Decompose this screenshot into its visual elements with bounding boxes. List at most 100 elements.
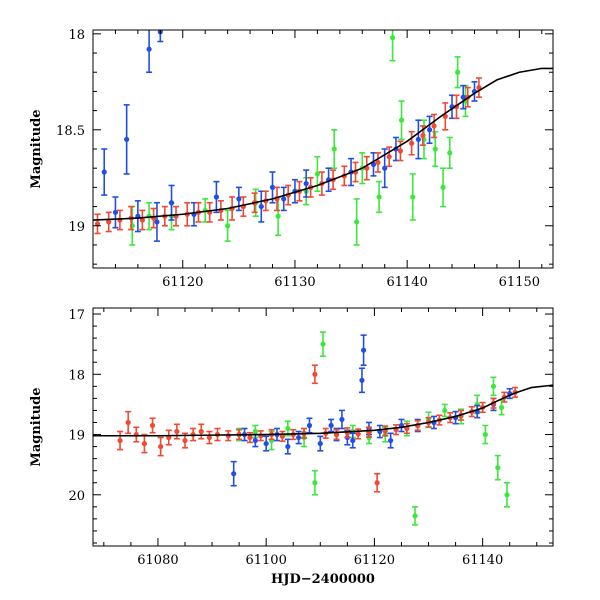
top-x-tick-label: 61130: [274, 275, 315, 290]
top-green-datapoint: [224, 209, 231, 242]
bottom-blue-datapoint: [474, 404, 481, 419]
top-green-datapoint: [275, 196, 282, 237]
top-blue-datapoint: [269, 171, 276, 204]
top-red-datapoint: [374, 152, 381, 173]
bottom-red-datapoint: [125, 410, 132, 435]
top-red-datapoint: [386, 146, 393, 168]
top-green-datapoint: [446, 136, 453, 169]
bottom-red-datapoint: [198, 423, 205, 440]
bottom-blue-datapoint: [358, 367, 365, 394]
bottom-blue-datapoint: [306, 417, 313, 434]
bottom-red-datapoint: [355, 428, 362, 440]
top-blue-datapoint: [460, 84, 467, 110]
bottom-y-tick-label: 17: [68, 308, 85, 323]
top-green-datapoint: [353, 198, 360, 246]
bottom-red-datapoint: [403, 422, 410, 435]
top-blue-datapoint: [123, 104, 130, 175]
top-green-datapoint: [389, 30, 396, 62]
bottom-green-datapoint: [490, 376, 497, 397]
bottom-red-datapoint: [165, 429, 172, 446]
top-model-curve: [93, 67, 553, 221]
bottom-red-datapoint: [311, 364, 318, 385]
top-green-datapoint: [440, 167, 447, 208]
top-y-tick-label: 19: [68, 220, 85, 235]
bottom-green-datapoint: [412, 506, 418, 526]
bottom-green-datapoint: [441, 403, 448, 418]
top-blue-datapoint: [112, 196, 119, 229]
bottom-blue-datapoint: [360, 334, 367, 367]
bottom-x-tick-label: 61080: [137, 553, 178, 568]
top-y-tick-label: 18.5: [56, 124, 85, 139]
top-red-datapoint: [150, 207, 157, 229]
top-blue-datapoint: [471, 81, 478, 102]
bottom-red-datapoint: [149, 417, 156, 434]
top-x-tick-label: 61150: [499, 275, 540, 290]
bottom-green-datapoint: [320, 331, 326, 358]
top-red-datapoint: [105, 211, 112, 233]
bottom-y-axis-label: Magnitude: [29, 387, 44, 466]
top-frame: [92, 29, 554, 269]
top-blue-datapoint: [153, 201, 160, 242]
bottom-red-datapoint: [117, 430, 124, 451]
bottom-green-datapoint: [504, 481, 510, 508]
bottom-green-datapoint: [311, 469, 318, 496]
top-red-datapoint: [173, 205, 180, 227]
bottom-plot-area: [93, 331, 553, 526]
x-axis-label: HJD−2400000: [271, 572, 375, 587]
top-red-datapoint: [206, 201, 213, 223]
bottom-blue-datapoint: [506, 387, 513, 400]
top-y-axis-label: Magnitude: [29, 109, 44, 188]
bottom-panel: 61080 61100 61120 61140 17 18 19 20 Magnitude H…: [29, 307, 554, 587]
bottom-red-datapoint: [206, 430, 213, 445]
bottom-x-tick-label: 61100: [245, 553, 286, 568]
top-red-datapoint: [475, 77, 482, 98]
bottom-blue-datapoint: [349, 432, 356, 449]
bottom-red-datapoint: [279, 430, 286, 442]
top-blue-datapoint: [146, 30, 153, 74]
bottom-model-curve: [93, 384, 553, 437]
top-blue-datapoint: [134, 200, 141, 233]
top-blue-datapoint: [213, 180, 220, 214]
top-green-datapoint: [331, 129, 338, 169]
top-green-datapoint: [454, 56, 461, 89]
bottom-frame: [92, 307, 554, 547]
top-red-datapoint: [94, 213, 101, 235]
top-axis-ticks: 61120 61130 61140 61150 18 18.5 19: [56, 28, 553, 290]
bottom-y-tick-label: 20: [68, 489, 85, 504]
bottom-blue-datapoint: [338, 409, 345, 430]
bottom-red-datapoint: [333, 428, 340, 441]
top-red-datapoint: [363, 155, 370, 181]
top-green-datapoint: [409, 173, 416, 221]
top-red-datapoint: [139, 209, 146, 231]
top-x-tick-label: 61140: [386, 275, 427, 290]
bottom-blue-datapoint: [387, 432, 394, 449]
bottom-red-datapoint: [133, 426, 140, 443]
bottom-red-datapoint: [393, 424, 400, 436]
bottom-x-tick-label: 61120: [354, 553, 395, 568]
top-blue-datapoint: [303, 169, 310, 198]
top-red-datapoint: [408, 130, 415, 156]
top-blue-datapoint: [101, 148, 108, 196]
bottom-blue-datapoint: [328, 418, 335, 433]
bottom-red-datapoint: [173, 423, 180, 440]
bottom-blue-datapoint: [284, 438, 291, 455]
top-green-datapoint: [376, 180, 383, 214]
top-panel: 61120 61130 61140 61150 18 18.5 19 Magnitude: [29, 28, 554, 290]
top-green-datapoint: [398, 100, 405, 141]
bottom-red-datapoint: [257, 430, 264, 442]
top-plot-area: [93, 30, 553, 246]
top-blue-datapoint: [415, 119, 422, 160]
top-green-datapoint: [129, 205, 136, 246]
bottom-blue-datapoint: [317, 435, 324, 452]
bottom-blue-datapoint: [376, 424, 383, 439]
top-red-datapoint: [285, 184, 292, 206]
top-blue-datapoint: [426, 115, 433, 145]
bottom-green-datapoint: [494, 454, 501, 481]
top-blue-datapoint: [258, 190, 265, 223]
bottom-red-datapoint: [157, 436, 164, 457]
bottom-red-datapoint: [141, 433, 148, 454]
bottom-blue-datapoint: [263, 435, 270, 452]
bottom-blue-datapoint: [252, 433, 259, 448]
top-red-datapoint: [431, 113, 438, 139]
